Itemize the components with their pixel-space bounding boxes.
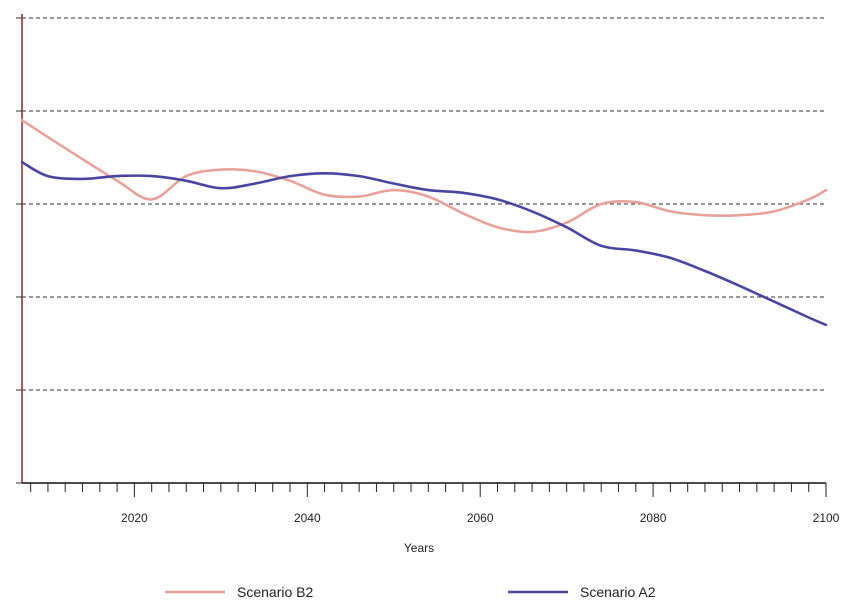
x-tick-label: 2060 — [467, 511, 494, 525]
x-axis-title: Years — [404, 541, 434, 555]
x-axis-ticks — [31, 483, 826, 497]
x-tick-label: 2040 — [294, 511, 321, 525]
y-axis-ticks — [16, 18, 22, 483]
series-line-scenario-a2 — [22, 162, 826, 325]
x-axis-tick-labels: 2020 2040 2060 2080 2100 — [121, 511, 840, 525]
legend-label-scenario-a2: Scenario A2 — [580, 584, 656, 600]
grid-lines — [22, 18, 826, 390]
legend: Scenario B2 Scenario A2 — [165, 584, 656, 600]
x-tick-label: 2020 — [121, 511, 148, 525]
axes — [22, 14, 826, 483]
x-tick-label: 2080 — [640, 511, 667, 525]
legend-label-scenario-b2: Scenario B2 — [237, 584, 313, 600]
series-lines — [22, 120, 826, 325]
x-tick-label: 2100 — [813, 511, 840, 525]
